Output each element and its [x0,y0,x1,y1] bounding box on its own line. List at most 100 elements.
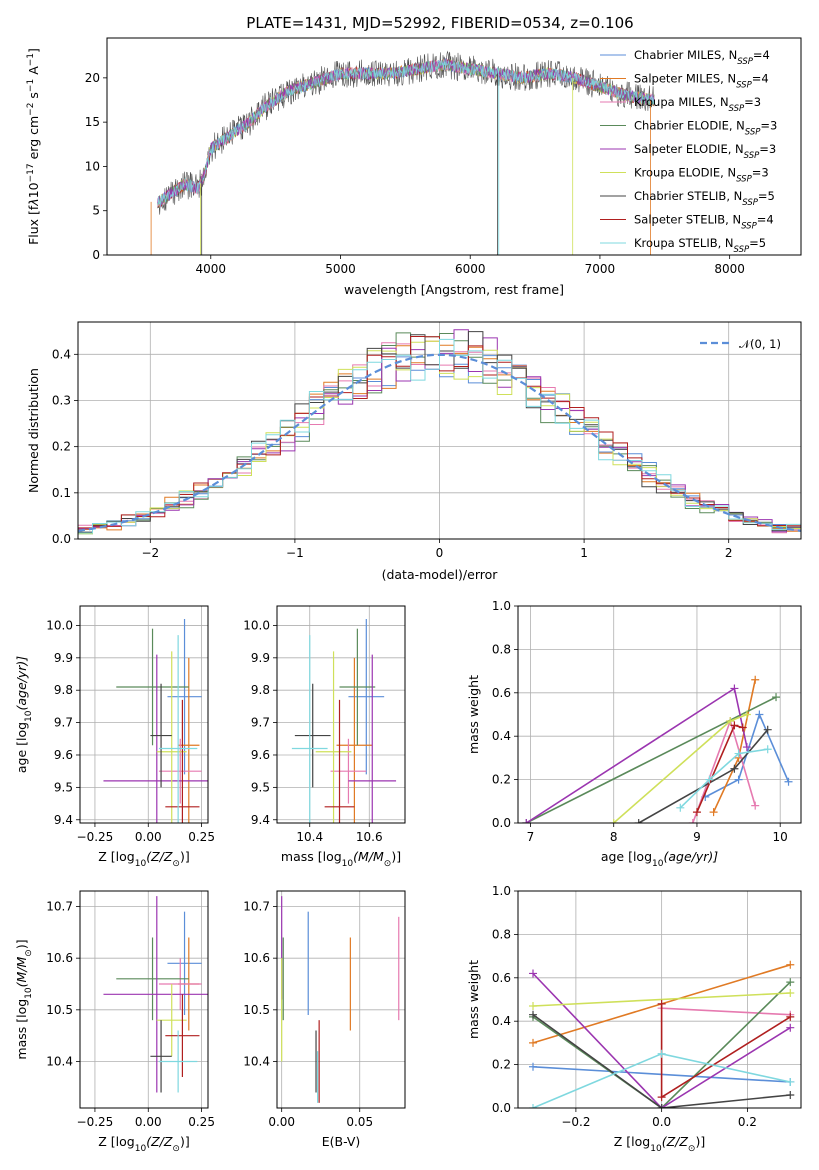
y-axis-label-part: ⊙ [24,949,34,957]
y-axis-label: Normed distribution [26,368,41,493]
y-tick-label: 9.9 [54,651,73,665]
x-axis-label: E(B-V) [322,1134,361,1149]
x-axis-label: (data-model)/error [382,567,499,582]
series-marker [657,1093,666,1102]
histogram-frame [77,321,802,540]
x-axis-label-part: 10 [652,859,664,869]
age_vs_mass-axes: 10.4 10.6 9.4 9.5 9.6 9.7 9.8 9.9 10.0 [243,606,405,844]
y-axis-label: Flux [fλ10−17 erg cm−2 s−1 A−1] [26,48,41,245]
x-axis-label: Z [log10(Z/Z⊙)] [98,849,189,869]
legend-entry: Salpeter ELODIE, NSSP=3 [634,142,776,161]
series-line-chabrier_elodie [525,696,777,823]
legend-base: Chabrier ELODIE, N [634,119,745,133]
histogram-steps [78,329,801,537]
legend-entry: Kroupa MILES, NSSP=3 [634,95,761,114]
age_vs_mass-frame [276,605,406,824]
series-marker [529,969,538,978]
series-line-chabrier_stelib [532,1014,791,1108]
legend-base: Salpeter STELIB, N [634,213,741,227]
series-line-chabrier_elodie [532,981,791,1108]
y-axis-label-part: λ [26,198,41,206]
x-tick-label: 7 [527,830,535,844]
x-tick-label: 0.2 [738,1115,757,1129]
series-marker [742,743,751,752]
y-axis-label-part: mass [log [14,999,29,1060]
x-tick-label: 0.00 [268,1115,295,1129]
y-tick-label: 10.7 [243,900,270,914]
series-marker [705,775,714,784]
y-tick-label: 0.8 [492,642,511,656]
x-axis-label-part: 10 [135,859,147,869]
series-marker [522,819,531,823]
legend-suffix: =4 [752,72,769,86]
y-tick-label: 10.7 [46,900,73,914]
y-tick-label: 0.3 [52,393,71,407]
y-tick-label: 9.5 [251,780,270,794]
legend-entry: Kroupa ELODIE, NSSP=3 [634,166,769,185]
series-marker [742,710,751,719]
x-tick-label: −0.25 [77,1115,114,1129]
y-axis-label-part: 10 [24,987,34,999]
legend-entry: Salpeter STELIB, NSSP=4 [634,213,774,232]
series-marker [688,819,697,823]
series-marker [692,808,701,817]
y-tick-label: 9.6 [251,748,270,762]
y-tick-label: 1.0 [492,884,511,898]
legend-sub: SSP [729,104,745,114]
x-axis-label: wavelength [Angstrom, rest frame] [344,282,564,297]
legend-entry: 𝒩(0, 1) [739,337,781,351]
y-tick-label: 0.4 [492,1014,511,1028]
x-axis-label-part: )] [180,1134,190,1149]
mass_weight_vs_age-frame [517,605,802,824]
y-tick-label: 10.0 [46,618,73,632]
y-axis-label-part: age [log [14,722,29,773]
normal-curve [78,353,801,532]
mass_vs_ebv-frame [276,890,406,1109]
series-marker [763,745,772,754]
legend-entry: Chabrier STELIB, NSSP=5 [634,189,775,208]
y-axis-label-part: )] [14,939,29,949]
spectrum-frame [106,37,802,256]
series-marker [609,819,618,823]
legend-base: Salpeter ELODIE, N [634,142,744,156]
series-line-kroupa_stelib [679,748,768,809]
series-line-salpeter_stelib [660,1003,791,1099]
mass_weight_vs_Z-series [529,960,795,1108]
series-marker [786,1090,795,1099]
legend-sub: SSP [741,222,757,232]
y-tick-label: 0.4 [52,347,71,361]
y-tick-label: 0.0 [492,816,511,830]
series-marker [751,675,760,684]
series-marker [657,1104,666,1108]
y-tick-label: 15 [85,115,100,129]
y-axis-label-part: 10 [26,182,41,198]
y-tick-label: 10.4 [243,1055,270,1069]
legend-sub: SSP [744,151,760,161]
legend-suffix: =3 [759,142,776,156]
y-tick-label: 0 [92,248,100,262]
y-tick-label: 9.7 [251,716,270,730]
legend-base: Kroupa STELIB, N [634,236,734,250]
x-axis-label-part: 10 [135,1144,147,1154]
y-axis-label-part: s [26,92,41,103]
x-axis-label: age [log10(age/yr)] [601,849,718,869]
x-tick-label: 1 [580,546,588,560]
series-marker [730,764,739,773]
y-tick-label: 0.2 [52,440,71,454]
x-tick-label: 10.6 [356,830,383,844]
y-axis-label-part: (M/M [14,957,29,988]
mass_weight_vs_age-series [522,675,793,823]
y-tick-label: 0.0 [52,532,71,546]
x-tick-label: 0.00 [135,830,162,844]
y-axis-label: mass weight [466,960,481,1039]
x-tick-label: −1 [286,546,304,560]
series-marker [784,777,793,786]
series-marker [738,723,747,732]
y-axis-label: mass weight [466,675,481,754]
y-tick-label: 10.6 [46,951,73,965]
series-marker [529,1002,538,1011]
series-marker [730,684,739,693]
y-tick-label: 0.2 [492,773,511,787]
x-axis-label-part: ⊙ [384,859,392,869]
y-tick-label: 10.4 [46,1055,73,1069]
